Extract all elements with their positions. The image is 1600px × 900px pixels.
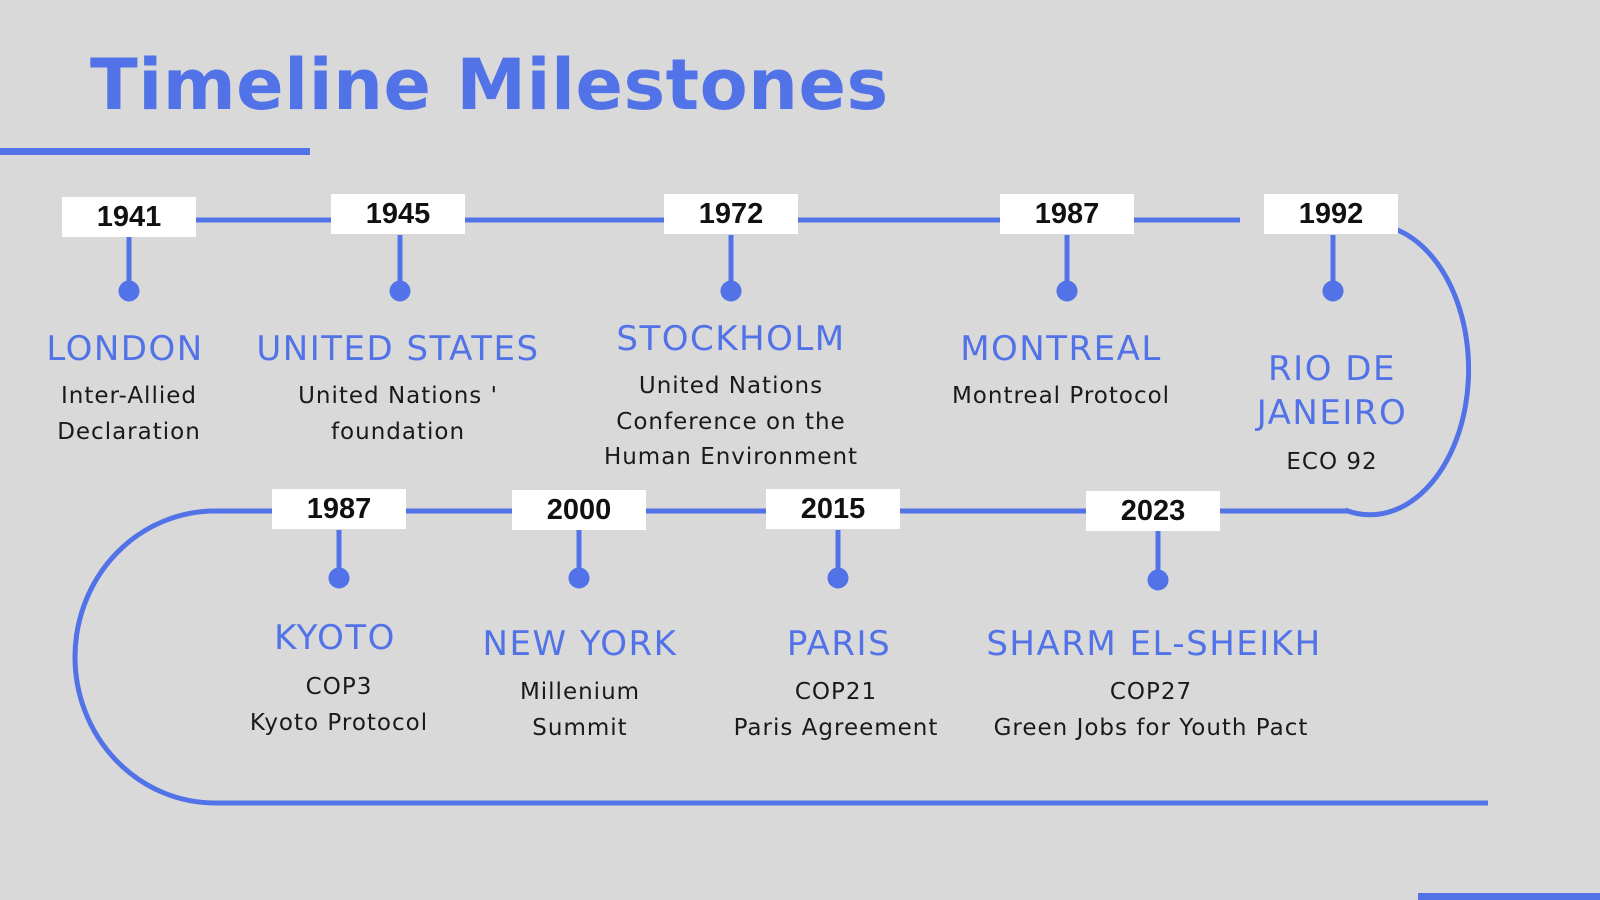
event-description: Montreal Protocol [951,383,1171,409]
year-label: 1972 [664,194,798,234]
year-label: 1941 [62,197,196,237]
year-label: 1987 [1000,194,1134,234]
city-name: UNITED STATES [256,329,540,369]
event-description: Millenium Summit [519,679,641,741]
year-label: 2015 [766,489,900,529]
title-underline [0,148,310,155]
event-description: COP3 Kyoto Protocol [249,674,429,736]
city-name: MONTREAL [960,329,1162,369]
page-title: Timeline Milestones [90,44,889,126]
event-description: United Nations ' foundation [298,383,498,445]
corner-accent-line [1418,893,1600,900]
connector-dot [1322,280,1344,302]
city-name: NEW YORK [482,624,678,664]
year-label: 2023 [1086,491,1220,531]
year-label: 1945 [331,194,465,234]
year-label: 2000 [512,490,646,530]
event-description: United Nations Conference on the Human E… [603,373,859,471]
year-label: 1987 [272,489,406,529]
year-label: 1992 [1264,194,1398,234]
connector-dot [1056,280,1078,302]
event-description: ECO 92 [1286,449,1378,475]
connector-dot [118,280,140,302]
connector-dot [568,567,590,589]
connector-dot [389,280,411,302]
connector-dot [328,567,350,589]
city-name: SHARM EL-SHEIKH [986,624,1322,664]
city-name: STOCKHOLM [616,319,846,359]
city-name: PARIS [786,624,892,664]
city-name: RIO DE JANEIRO [1256,349,1408,434]
connector-dot [1147,569,1169,591]
city-name: KYOTO [274,618,396,658]
connector-dot [827,567,849,589]
timeline-curve-left [72,508,216,806]
event-description: COP27 Green Jobs for Youth Pact [993,679,1309,741]
city-name: LONDON [46,329,204,369]
connector-dot [720,280,742,302]
event-description: COP21 Paris Agreement [733,679,939,741]
event-description: Inter-Allied Declaration [57,383,201,445]
timeline-curve-right [1344,226,1472,518]
